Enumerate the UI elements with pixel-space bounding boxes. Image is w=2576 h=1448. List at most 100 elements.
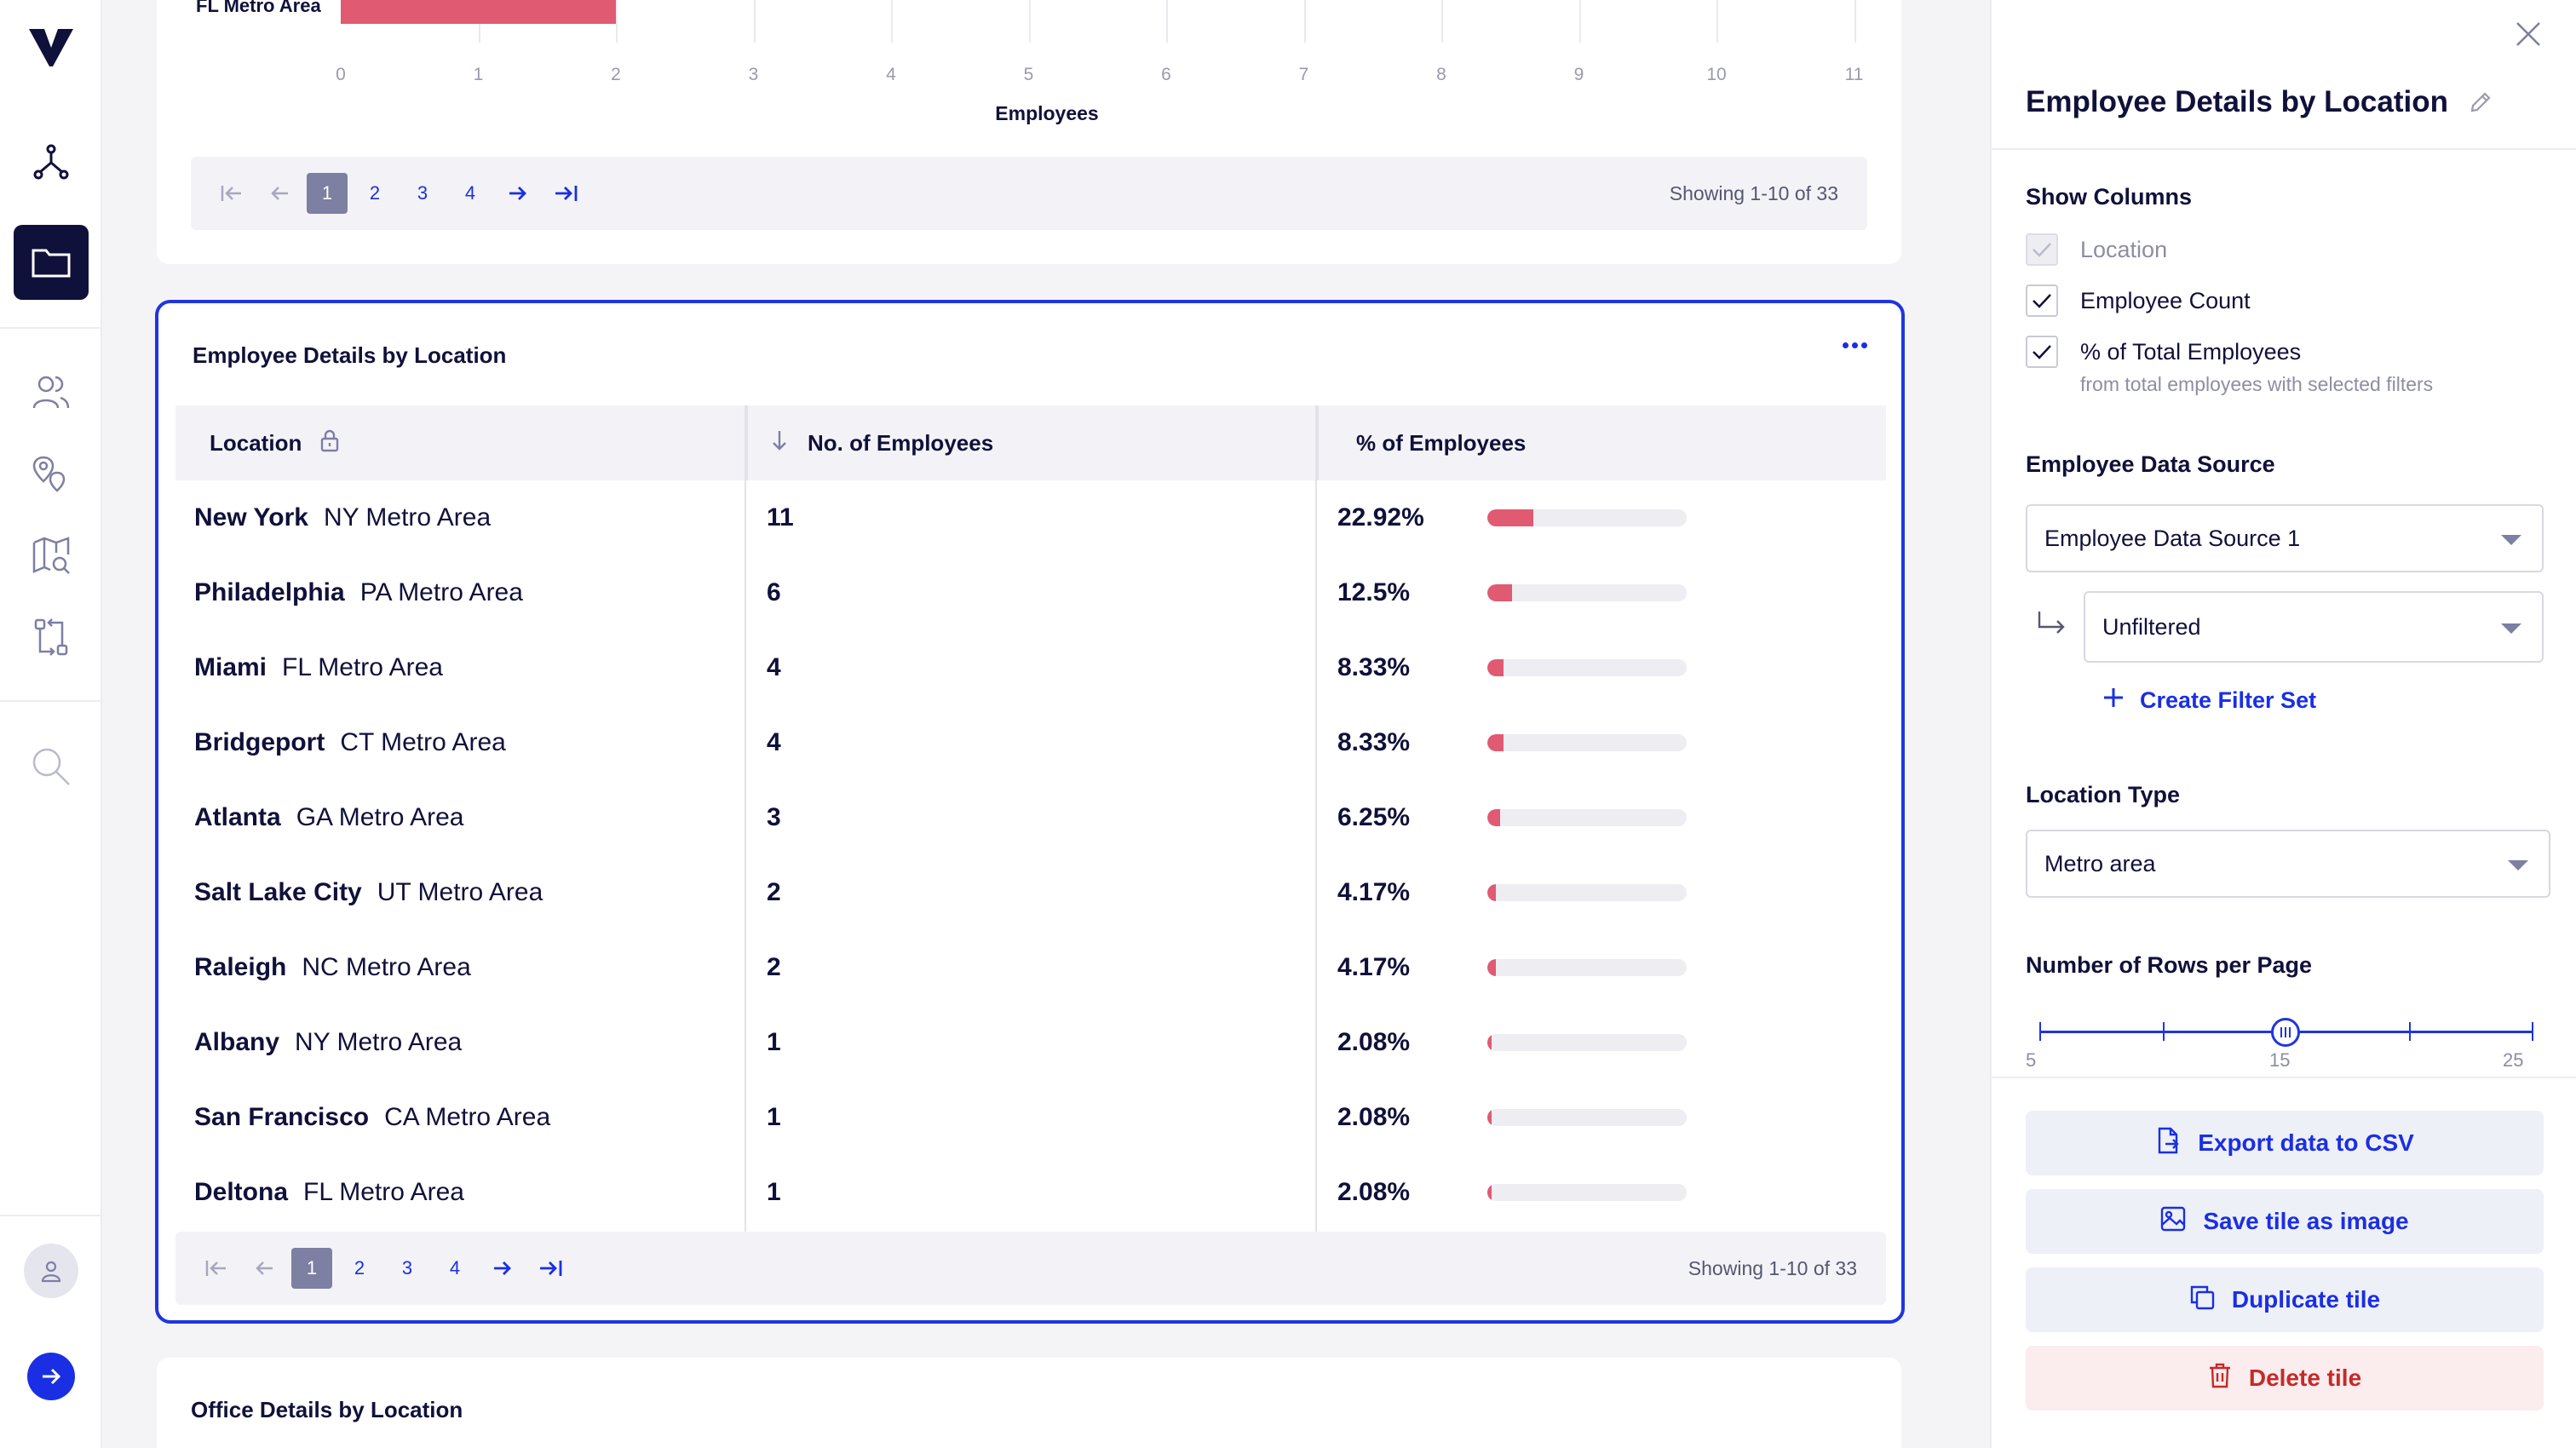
show-columns-heading: Show Columns xyxy=(2026,184,2192,210)
percent-bar-fill xyxy=(1487,959,1496,976)
checkbox[interactable] xyxy=(2026,336,2058,368)
card-title: Office Details by Location xyxy=(191,1397,463,1422)
table-row[interactable]: Deltona FL Metro Area 1 2.08% xyxy=(175,1155,1886,1230)
column-header-employees[interactable]: No. of Employees xyxy=(746,405,1317,480)
office-details-card[interactable]: Office Details by Location xyxy=(157,1358,1901,1448)
chart-x-tick-label: 5 xyxy=(1023,65,1034,84)
select-value: Unfiltered xyxy=(2102,613,2201,640)
percent-value: 2.08% xyxy=(1337,1028,1411,1056)
city-name: Deltona xyxy=(194,1178,289,1206)
map-search-icon[interactable] xyxy=(14,518,89,593)
page-2-button[interactable]: 2 xyxy=(354,1257,365,1278)
page-3-button[interactable]: 3 xyxy=(417,182,428,204)
sub-level-arrow-icon xyxy=(2036,610,2067,640)
chart-gridline xyxy=(1028,0,1031,43)
checkbox[interactable] xyxy=(2026,284,2058,317)
column-toggle-employee-count[interactable]: Employee Count xyxy=(2026,284,2251,317)
last-page-icon[interactable] xyxy=(545,173,586,214)
table-row[interactable]: Albany NY Metro Area 1 2.08% xyxy=(175,1005,1886,1080)
metro-area: CT Metro Area xyxy=(340,728,506,756)
table-row[interactable]: Salt Lake City UT Metro Area 2 4.17% xyxy=(175,855,1886,930)
column-header-location[interactable]: Location xyxy=(175,428,746,458)
slider-mid-label: 15 xyxy=(2269,1049,2291,1071)
arrow-right-icon[interactable] xyxy=(27,1353,75,1400)
sort-descending-icon[interactable] xyxy=(770,429,789,457)
percent-bar-fill xyxy=(1487,734,1504,751)
chevron-down-icon xyxy=(2501,535,2521,545)
metro-area: PA Metro Area xyxy=(359,578,523,606)
location-cell: San Francisco CA Metro Area xyxy=(175,1103,746,1132)
table-row[interactable]: Raleigh NC Metro Area 2 4.17% xyxy=(175,930,1886,1005)
export-csv-button[interactable]: Export data to CSV xyxy=(2026,1111,2544,1175)
chart-x-tick-label: 7 xyxy=(1298,65,1309,84)
percent-cell: 8.33% xyxy=(1317,728,1886,757)
first-page-icon[interactable] xyxy=(196,1248,237,1289)
delete-tile-button[interactable]: Delete tile xyxy=(2026,1346,2544,1411)
slider-tick xyxy=(2408,1022,2411,1041)
employee-details-card[interactable]: Employee Details by Location Location No… xyxy=(155,300,1905,1324)
percent-bar-fill xyxy=(1487,1184,1492,1201)
page-1-button[interactable]: 1 xyxy=(291,1248,332,1289)
checkbox-label: Employee Count xyxy=(2080,287,2251,313)
table-row[interactable]: Atlanta GA Metro Area 3 6.25% xyxy=(175,780,1886,855)
slider-thumb[interactable] xyxy=(2271,1018,2300,1047)
page-1-button[interactable]: 1 xyxy=(307,173,348,214)
slider-tick xyxy=(2532,1022,2533,1041)
table-row[interactable]: Philadelphia PA Metro Area 6 12.5% xyxy=(175,555,1886,630)
close-icon[interactable] xyxy=(2515,20,2542,52)
chart-x-tick-label: 0 xyxy=(336,65,346,84)
folder-icon[interactable] xyxy=(14,225,89,300)
city-name: Atlanta xyxy=(194,803,281,831)
table-row[interactable]: San Francisco CA Metro Area 1 2.08% xyxy=(175,1080,1886,1155)
rows-per-page-slider[interactable] xyxy=(2039,1015,2533,1049)
page-4-button[interactable]: 4 xyxy=(464,182,476,204)
location-pin-icon[interactable] xyxy=(14,436,89,511)
column-toggle-percent[interactable]: % of Total Employees xyxy=(2026,336,2301,368)
checkbox xyxy=(2026,233,2058,266)
previous-page-icon[interactable] xyxy=(244,1248,285,1289)
last-page-icon[interactable] xyxy=(530,1248,571,1289)
column-divider xyxy=(745,405,746,1257)
hierarchy-icon[interactable] xyxy=(14,124,89,199)
chart-gridline xyxy=(1578,0,1581,43)
page-3-button[interactable]: 3 xyxy=(401,1257,413,1278)
table-row[interactable]: Miami FL Metro Area 4 8.33% xyxy=(175,630,1886,705)
employee-count-cell: 2 xyxy=(767,878,781,906)
search-icon[interactable] xyxy=(14,729,89,804)
chevron-down-icon xyxy=(2508,860,2528,871)
create-filter-set-button[interactable]: Create Filter Set xyxy=(2102,687,2316,715)
chart-bar[interactable] xyxy=(341,0,616,24)
filter-set-select[interactable]: Unfiltered xyxy=(2084,591,2544,663)
swap-icon[interactable] xyxy=(14,600,89,675)
data-source-select[interactable]: Employee Data Source 1 xyxy=(2026,504,2544,572)
save-image-button[interactable]: Save tile as image xyxy=(2026,1189,2544,1254)
button-label: Create Filter Set xyxy=(2140,687,2317,713)
first-page-icon[interactable] xyxy=(211,173,252,214)
more-options-icon[interactable] xyxy=(1843,342,1867,348)
location-cell: Atlanta GA Metro Area xyxy=(175,803,746,832)
previous-page-icon[interactable] xyxy=(259,173,300,214)
logo-icon[interactable] xyxy=(27,26,75,68)
page-2-button[interactable]: 2 xyxy=(369,182,381,204)
table-row[interactable]: New York NY Metro Area 11 22.92% xyxy=(175,480,1886,555)
page-4-button[interactable]: 4 xyxy=(449,1257,461,1278)
column-header-percent[interactable]: % of Employees xyxy=(1317,405,1886,480)
next-page-icon[interactable] xyxy=(482,1248,523,1289)
metro-area: FL Metro Area xyxy=(282,653,443,681)
edit-pencil-icon[interactable] xyxy=(2469,90,2493,118)
chart-x-tick-label: 2 xyxy=(611,65,621,84)
duplicate-tile-button[interactable]: Duplicate tile xyxy=(2026,1267,2544,1332)
checkbox-label: Location xyxy=(2080,236,2168,262)
employee-count-cell: 1 xyxy=(767,1103,781,1131)
percent-bar-fill xyxy=(1487,1034,1492,1051)
button-label: Export data to CSV xyxy=(2198,1129,2414,1156)
employee-count-cell: 4 xyxy=(767,653,781,681)
table-row[interactable]: Bridgeport CT Metro Area 4 8.33% xyxy=(175,705,1886,780)
file-export-icon xyxy=(2155,1127,2181,1160)
people-icon[interactable] xyxy=(14,354,89,429)
location-type-select[interactable]: Metro area xyxy=(2026,830,2550,898)
user-icon[interactable] xyxy=(24,1244,78,1298)
next-page-icon[interactable] xyxy=(497,173,538,214)
chart-category-label: FL Metro Area xyxy=(196,0,321,16)
location-cell: Philadelphia PA Metro Area xyxy=(175,578,746,607)
